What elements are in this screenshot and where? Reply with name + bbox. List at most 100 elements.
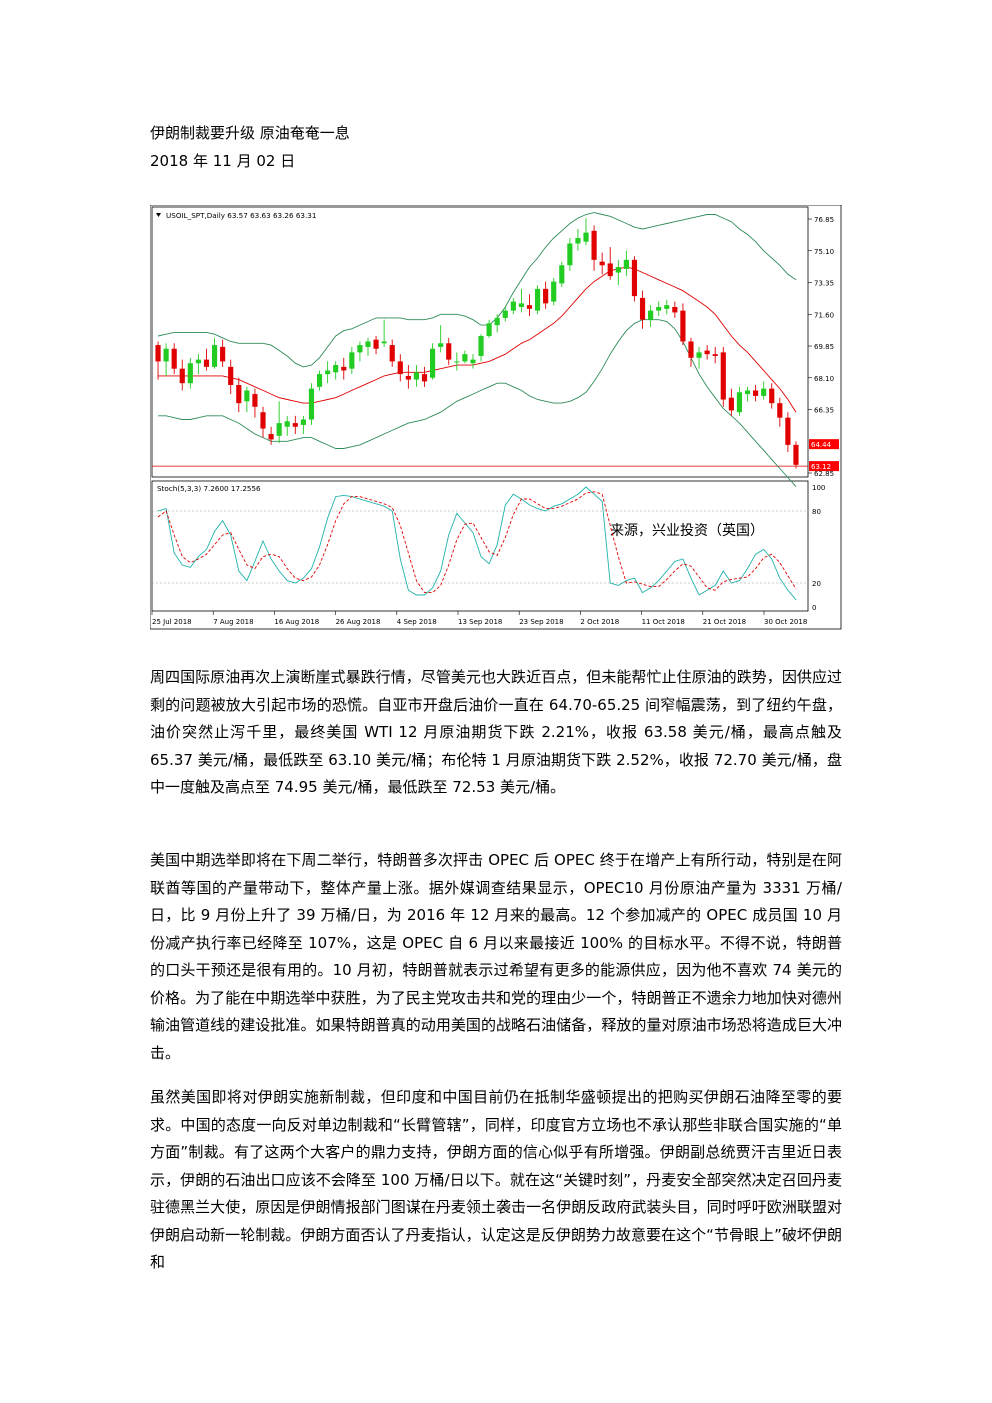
- candle-body: [260, 412, 266, 429]
- source-watermark: 来源，兴业投资（英国）: [610, 522, 764, 539]
- candle-body: [389, 345, 395, 362]
- stoch-tick-label: 20: [812, 580, 821, 588]
- candle-body: [446, 343, 452, 360]
- candle-body: [623, 259, 629, 269]
- candle-body: [236, 385, 242, 404]
- candle-body: [631, 259, 638, 297]
- candle-body: [438, 343, 444, 347]
- candle-body: [761, 388, 767, 396]
- candle-body: [462, 354, 468, 362]
- candle-body: [672, 306, 678, 313]
- candle-body: [720, 352, 726, 400]
- price-tick-label: 69.85: [814, 343, 834, 351]
- candle-body: [575, 238, 581, 244]
- price-tick-label: 66.35: [814, 407, 834, 415]
- price-tick-label: 75.10: [814, 248, 834, 256]
- candle-body: [333, 365, 339, 373]
- candle-body: [712, 354, 718, 356]
- candle-body: [486, 323, 492, 337]
- candle-body: [220, 346, 226, 362]
- x-tick-label: 30 Oct 2018: [764, 618, 807, 626]
- candle-body: [405, 375, 411, 380]
- stoch-panel: [151, 480, 809, 612]
- price-chart: USOIL_SPT,Daily 63.57 63.63 63.26 63.31 …: [149, 204, 842, 630]
- candle-body: [502, 310, 508, 318]
- stoch-tick-label: 0: [812, 604, 816, 612]
- candle-body: [567, 243, 573, 266]
- stoch-label: Stoch(5,3,3) 7.2600 17.2556: [157, 484, 261, 493]
- candle-body: [421, 374, 428, 382]
- candle-body: [785, 417, 791, 445]
- candle-body: [639, 297, 646, 320]
- paragraph-3: 虽然美国即将对伊朗实施新制裁，但印度和中国目前仍在抵制华盛顿提出的把购买伊朗石油…: [150, 1088, 842, 1271]
- candle-body: [656, 306, 662, 311]
- bollinger-middle-line: [158, 266, 797, 413]
- x-tick-label: 11 Oct 2018: [642, 618, 685, 626]
- candle-body: [430, 348, 436, 378]
- candle-body: [510, 301, 516, 311]
- stoch-d-line: [157, 491, 797, 594]
- candle-body: [179, 368, 185, 384]
- x-tick-label: 23 Sep 2018: [519, 618, 563, 626]
- x-tick-label: 21 Oct 2018: [703, 618, 746, 626]
- candle-body: [599, 261, 605, 266]
- x-tick-label: 7 Aug 2018: [213, 618, 253, 626]
- candle-body: [591, 230, 597, 260]
- candle-body: [349, 352, 355, 369]
- x-tick-label: 2 Oct 2018: [580, 618, 619, 626]
- candle-body: [688, 341, 694, 358]
- current-price-box: [809, 461, 839, 472]
- candle-body: [526, 305, 533, 309]
- candle-body: [454, 361, 460, 363]
- candle-body: [325, 370, 331, 375]
- chart-title: USOIL_SPT,Daily 63.57 63.63 63.26 63.31: [166, 211, 316, 220]
- paragraph-1: 周四国际原油再次上演断崖式暴跌行情，尽管美元也大跌近百点，但未能帮忙止住原油的跌…: [150, 668, 842, 796]
- candle-body: [308, 388, 315, 420]
- candle-body: [534, 288, 541, 311]
- candle-body: [163, 348, 169, 362]
- candle-body: [203, 359, 210, 367]
- candle-body: [397, 361, 403, 375]
- candle-body: [357, 345, 363, 353]
- article-date: 2018 年 11 月 02 日: [150, 152, 296, 170]
- candle-body: [777, 403, 783, 418]
- x-tick-label: 16 Aug 2018: [274, 618, 319, 626]
- candle-body: [607, 263, 613, 277]
- price-tick-label: 76.85: [814, 216, 834, 224]
- candle-body: [704, 350, 710, 355]
- stoch-tick-label: 80: [812, 508, 821, 516]
- price-tick-label: 71.60: [814, 311, 834, 319]
- chart-menu-arrow-icon: [156, 213, 161, 217]
- candle-body: [373, 339, 379, 349]
- candle-body: [195, 359, 201, 364]
- candle-body: [155, 345, 161, 362]
- candle-body: [284, 421, 290, 427]
- candle-body: [171, 348, 177, 369]
- candle-body: [211, 345, 218, 367]
- price-tick-label: 62.85: [814, 470, 834, 478]
- highlight-price-label: 64.44: [811, 441, 832, 449]
- candle-body: [252, 394, 258, 407]
- candle-body: [292, 423, 298, 427]
- candle-body: [793, 444, 799, 465]
- candle-body: [413, 372, 420, 380]
- candle-body: [244, 390, 250, 402]
- candle-body: [268, 433, 274, 440]
- current-price-label: 63.12: [811, 463, 831, 471]
- candle-body: [559, 265, 565, 284]
- candle-body: [470, 359, 476, 364]
- candle-body: [300, 419, 306, 425]
- candle-body: [664, 305, 670, 309]
- candle-body: [551, 281, 557, 302]
- highlight-price-box: [809, 439, 839, 450]
- candle-body: [276, 423, 282, 436]
- stoch-k-line: [157, 486, 797, 601]
- candle-body: [187, 363, 193, 384]
- price-tick-label: 68.10: [814, 375, 834, 383]
- price-tick-label: 73.35: [814, 280, 834, 288]
- bollinger-upper-line: [157, 212, 797, 368]
- candle-body: [744, 390, 751, 395]
- candle-body: [365, 341, 371, 347]
- candle-body: [316, 374, 323, 387]
- x-tick-label: 4 Sep 2018: [397, 618, 437, 626]
